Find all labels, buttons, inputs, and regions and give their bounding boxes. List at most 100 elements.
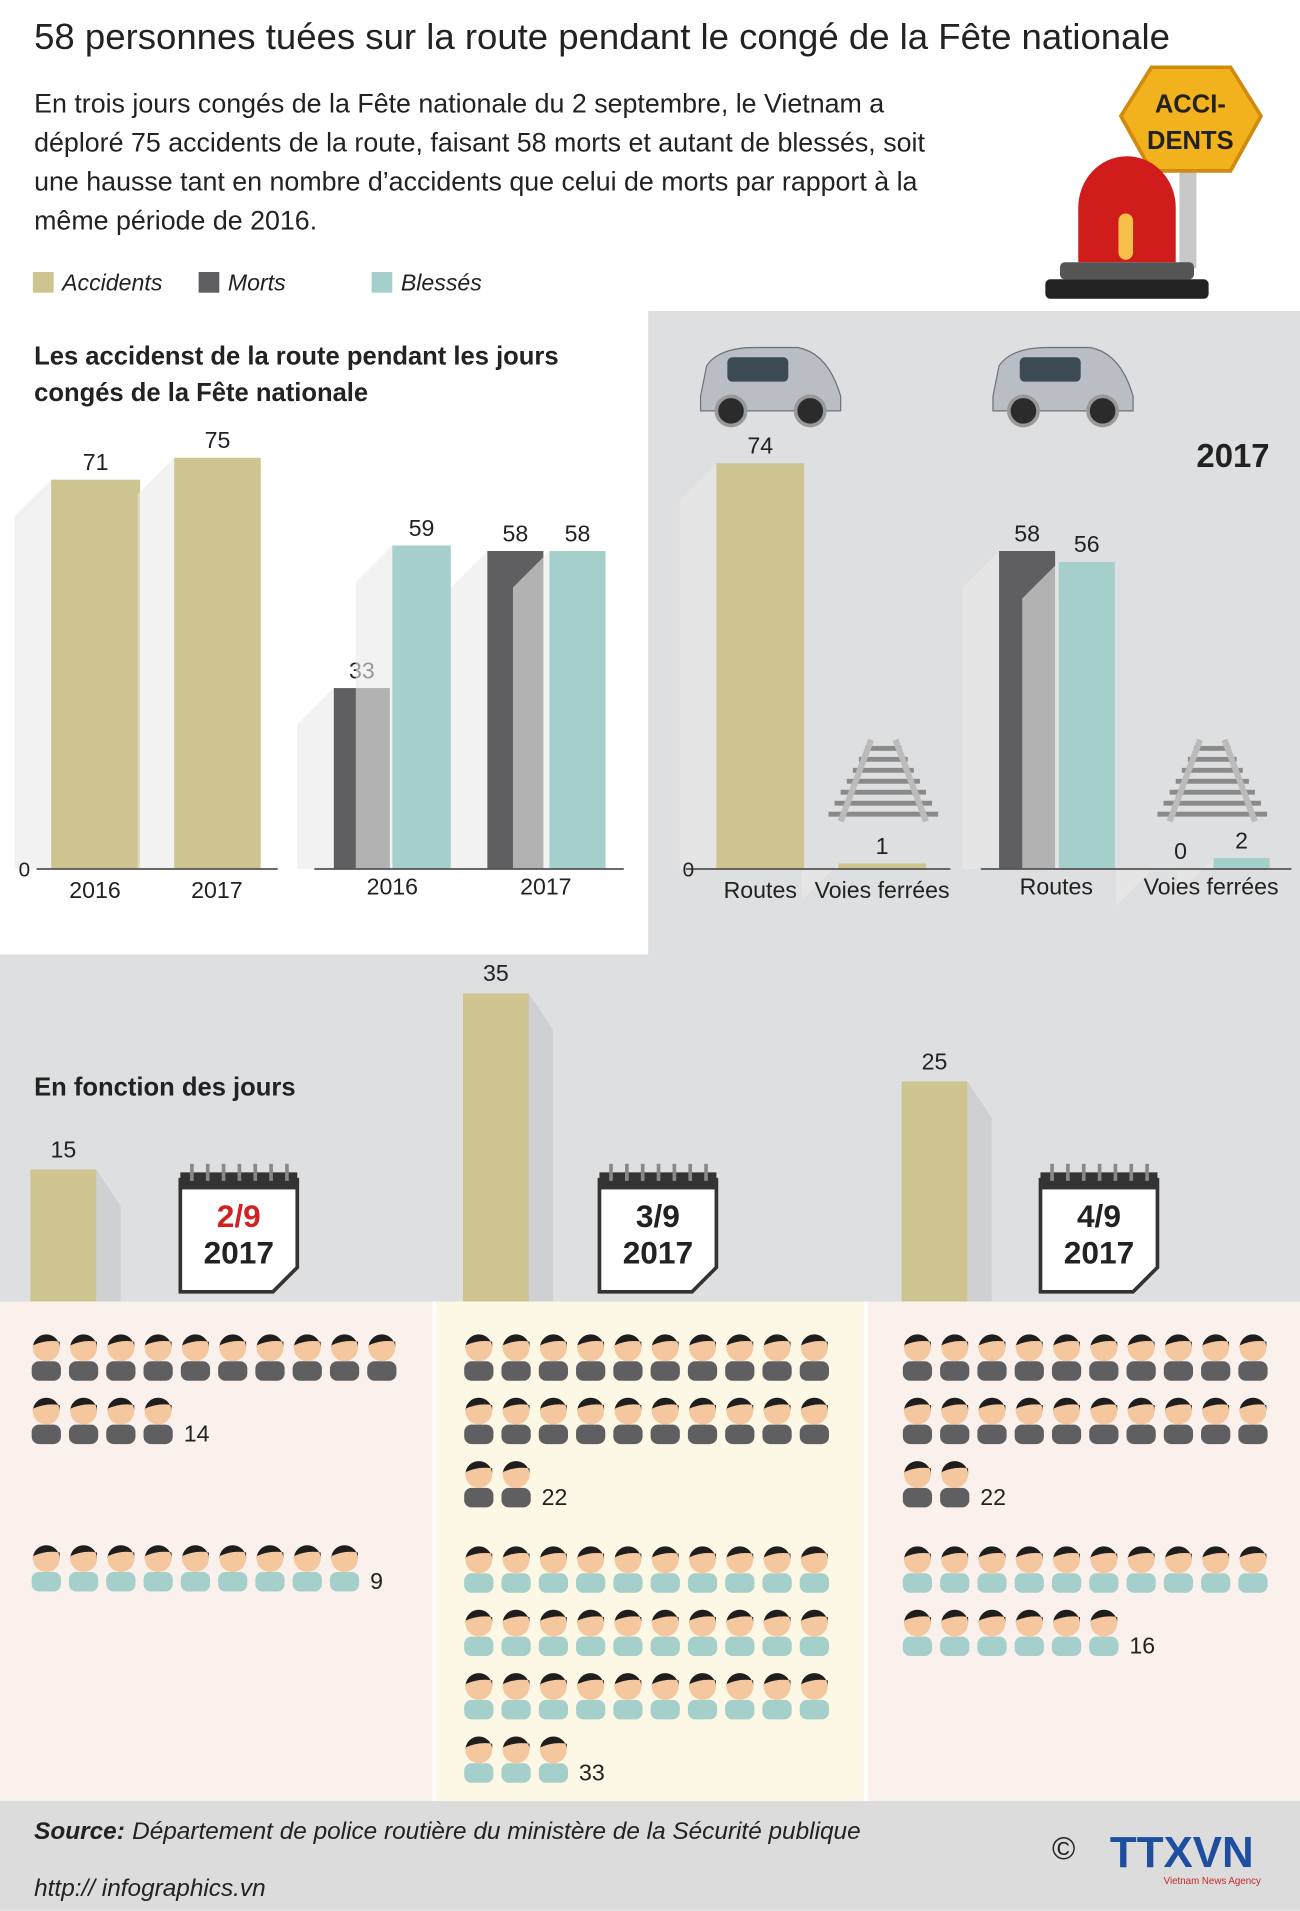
legend-label: Morts [228, 269, 286, 295]
person-body [1126, 1573, 1156, 1593]
person-hair [726, 1334, 754, 1348]
rail-tie [858, 756, 908, 762]
people-group [902, 1334, 1268, 1508]
person-hair [1127, 1546, 1155, 1560]
person-body [329, 1361, 360, 1381]
person-hair [32, 1545, 60, 1559]
sign-text: ACCI- [1155, 90, 1226, 118]
accident-icon: ACCI- DENTS [1045, 65, 1264, 299]
source-label: Source: [34, 1818, 125, 1845]
person-hair [978, 1397, 1006, 1412]
legend-swatch [198, 271, 220, 293]
person-hair [539, 1334, 567, 1348]
bar-shadow [14, 479, 52, 869]
person-body [218, 1361, 248, 1381]
value-label: 75 [205, 427, 231, 453]
siren [1078, 156, 1176, 263]
person-body [650, 1699, 680, 1720]
calendar-ring [1050, 1163, 1054, 1181]
person-hair [502, 1736, 530, 1750]
person-hair [539, 1736, 567, 1750]
person-body [218, 1571, 248, 1592]
person-hair [614, 1673, 642, 1687]
x-tick-label: Voies ferrées [1144, 874, 1279, 900]
person-hair [689, 1609, 716, 1624]
person-body [725, 1424, 755, 1445]
person-hair [70, 1397, 97, 1412]
people-group [464, 1334, 829, 1508]
bar-shadow [962, 551, 1000, 869]
person-body [902, 1573, 933, 1593]
x-tick-label: 2016 [69, 877, 120, 903]
person-hair [904, 1609, 931, 1624]
person-hair [651, 1673, 679, 1687]
person-body [977, 1573, 1007, 1593]
logo: TTXVN [1110, 1828, 1254, 1877]
value-label: 9 [370, 1568, 383, 1594]
y-tick-label: 0 [683, 858, 695, 881]
rail-icon [1157, 738, 1268, 823]
person-hair [465, 1673, 493, 1687]
person-hair [331, 1545, 358, 1559]
person-hair [614, 1546, 642, 1560]
rail [837, 738, 874, 823]
car-window [1019, 357, 1081, 382]
person-hair [1090, 1334, 1118, 1348]
person-body [464, 1361, 494, 1381]
rail-icon [828, 738, 939, 823]
person-hair [577, 1334, 605, 1348]
person-hair [651, 1334, 679, 1348]
rail-tie [1175, 778, 1249, 784]
person-body [576, 1424, 606, 1445]
bar-shadow [1022, 561, 1059, 869]
person-hair [182, 1545, 209, 1559]
person-hair [368, 1334, 396, 1348]
person-body [538, 1636, 569, 1657]
person-hair [1202, 1334, 1230, 1348]
rail-tie [828, 811, 939, 817]
person-body [1163, 1361, 1194, 1381]
person-hair [32, 1334, 60, 1348]
person-hair [331, 1334, 358, 1348]
bar-shadow [297, 688, 334, 869]
person-hair [219, 1545, 247, 1559]
person-hair [465, 1736, 493, 1750]
bar [1058, 561, 1115, 869]
siren-base [1059, 262, 1195, 280]
person-body [725, 1636, 755, 1657]
person-body [1163, 1424, 1194, 1445]
person-hair [502, 1461, 530, 1475]
person-hair [1127, 1334, 1155, 1348]
calendar-ring [704, 1163, 708, 1181]
rail-tie [834, 800, 933, 806]
person-body [687, 1573, 718, 1593]
value-label: 22 [542, 1484, 568, 1510]
car-wheel [1006, 394, 1040, 428]
x-tick-label: 2/9 [217, 1198, 261, 1234]
calendar-ring [640, 1163, 645, 1181]
siren-base [1045, 279, 1209, 299]
person-body [799, 1699, 829, 1720]
person-hair [577, 1397, 605, 1412]
person-body [501, 1573, 531, 1593]
person-body [68, 1571, 99, 1592]
title: 58 personnes tuées sur la route pendant … [34, 16, 1170, 57]
person-hair [726, 1397, 754, 1412]
person-body [613, 1699, 643, 1720]
rail-tie [846, 778, 920, 784]
person-body [902, 1487, 933, 1508]
person-body [576, 1573, 606, 1593]
person-body [977, 1636, 1007, 1657]
person-hair [1015, 1609, 1043, 1624]
person-body [762, 1699, 792, 1720]
calendar-ring [221, 1163, 226, 1181]
person-hair [726, 1609, 754, 1624]
calendar-ring [237, 1163, 242, 1181]
calendar-ring [269, 1163, 273, 1181]
person-hair [800, 1546, 828, 1560]
people-group [464, 1546, 829, 1783]
person-hair [107, 1397, 135, 1412]
person-hair [689, 1397, 716, 1412]
intro-line: une hausse tant en nombre d’accidents qu… [34, 166, 917, 196]
person-hair [1015, 1397, 1043, 1412]
